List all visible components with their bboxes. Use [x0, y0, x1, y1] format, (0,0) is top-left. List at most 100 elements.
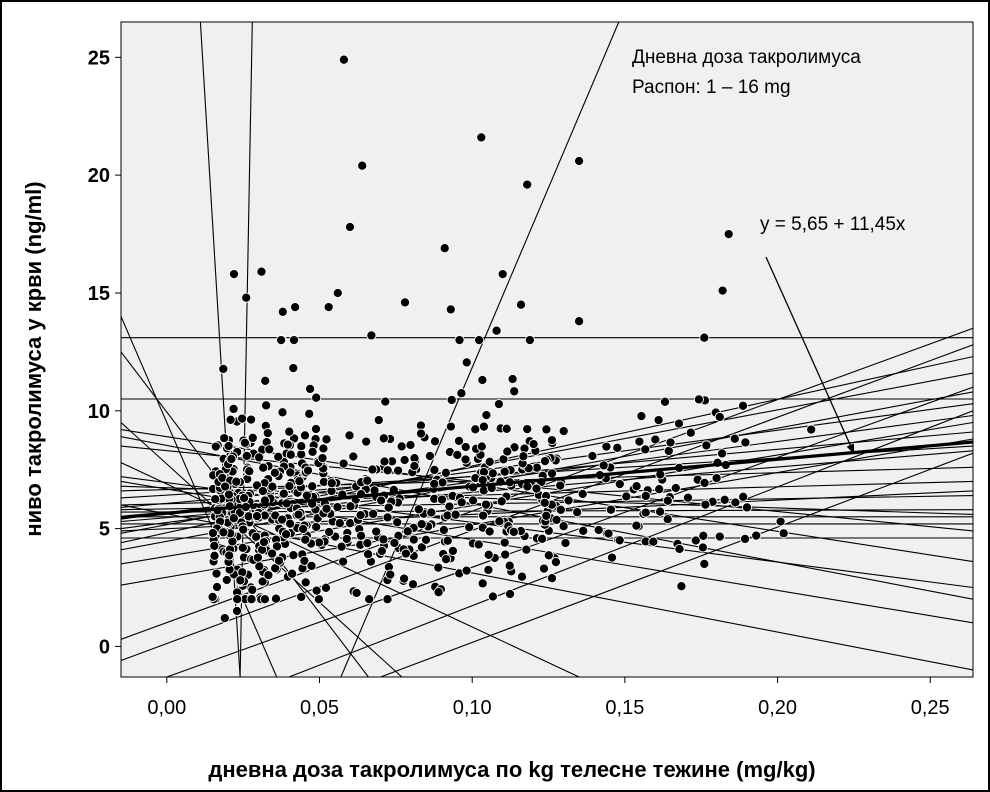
data-point-512: [729, 433, 740, 444]
data-point-635: [258, 537, 270, 548]
data-point-599: [484, 456, 495, 467]
data-point-213: [285, 449, 296, 460]
data-point-489: [402, 526, 413, 537]
data-point-673: [543, 550, 554, 561]
data-point-500: [501, 423, 512, 434]
data-point-665: [251, 511, 263, 522]
data-point-674: [383, 502, 394, 513]
y-tick-label-1: 5: [99, 519, 110, 541]
data-point-696: [246, 594, 257, 605]
data-point-288: [464, 522, 475, 533]
data-point-291: [288, 550, 299, 561]
data-point-171: [444, 501, 455, 512]
data-point-701: [476, 132, 487, 143]
data-point-214: [304, 408, 315, 419]
data-point-297: [219, 433, 230, 444]
data-point-544: [407, 579, 419, 590]
data-point-438: [654, 484, 665, 495]
data-point-287: [382, 512, 393, 523]
data-point-359: [311, 585, 322, 596]
data-point-279: [392, 517, 403, 528]
data-point-558: [239, 492, 250, 504]
data-point-492: [223, 489, 234, 500]
data-point-25: [606, 552, 618, 563]
data-point-321: [228, 403, 239, 414]
data-point-372: [603, 528, 614, 539]
data-point-667: [207, 528, 218, 539]
data-point-654: [499, 466, 510, 477]
data-point-571: [550, 557, 561, 568]
data-point-684: [298, 523, 309, 535]
data-point-495: [483, 549, 494, 560]
data-point-11: [676, 581, 687, 592]
data-point-18: [740, 437, 751, 448]
x-axis-ticks: 0,00 0,05 0,10 0,15 0,20 0,25: [147, 677, 950, 719]
data-point-275: [371, 526, 382, 537]
data-point-728: [296, 591, 307, 602]
data-point-626: [267, 548, 278, 559]
data-point-504: [311, 521, 322, 533]
data-point-431: [301, 490, 312, 501]
data-point-369: [334, 518, 345, 529]
data-point-324: [442, 535, 453, 546]
data-point-230: [716, 448, 728, 459]
data-point-216: [299, 430, 311, 441]
annotation-range: Распон: 1 – 16 mg: [632, 77, 791, 98]
data-point-556: [522, 481, 533, 492]
data-point-694: [235, 575, 246, 586]
data-point-621: [282, 439, 293, 450]
data-point-560: [601, 441, 612, 452]
data-point-617: [273, 555, 285, 566]
data-point-472: [537, 533, 548, 544]
data-point-632: [484, 526, 495, 537]
data-point-719: [277, 306, 288, 317]
x-tick-label-3: 0,15: [605, 697, 644, 719]
data-point-687: [447, 545, 458, 556]
data-point-127: [473, 539, 484, 550]
data-point-49: [653, 415, 664, 426]
regression-line-32: [288, 410, 973, 677]
data-point-394: [368, 508, 379, 519]
data-point-443: [294, 476, 305, 487]
data-point-708: [228, 269, 240, 280]
data-point-374: [701, 440, 712, 451]
x-tick-label-2: 0,10: [453, 697, 492, 719]
data-point-552: [433, 562, 444, 573]
data-point-268: [509, 386, 520, 397]
data-point-585: [345, 501, 356, 512]
data-point-446: [655, 506, 666, 517]
data-point-606: [429, 478, 440, 489]
data-point-175: [711, 473, 722, 484]
data-point-707: [439, 243, 450, 254]
data-point-205: [305, 383, 316, 394]
data-point-655: [321, 503, 332, 514]
regression-line-15: [121, 462, 580, 677]
data-point-627: [558, 521, 569, 532]
data-point-720: [574, 316, 585, 327]
data-point-587: [317, 453, 328, 464]
data-point-257: [393, 465, 404, 476]
y-tick-label-3: 15: [88, 283, 110, 305]
data-point-144: [262, 428, 273, 439]
data-point-449: [221, 574, 232, 586]
data-point-262: [663, 445, 674, 456]
data-point-551: [228, 513, 239, 524]
data-point-559: [326, 478, 337, 489]
data-point-622: [287, 568, 298, 579]
data-point-471: [460, 454, 471, 465]
data-point-450: [719, 494, 730, 505]
data-point-704: [522, 179, 533, 190]
data-point-26: [487, 591, 498, 602]
annotation-equation: y = 5,65 + 11,45x: [760, 214, 906, 235]
data-point-317: [445, 421, 456, 432]
data-point-630: [546, 468, 558, 479]
data-point-409: [499, 537, 510, 548]
data-point-691: [389, 537, 400, 548]
data-point-387: [225, 414, 236, 425]
data-point-105: [373, 415, 384, 426]
data-point-698: [631, 520, 642, 531]
data-point-110: [659, 396, 671, 407]
data-point-525: [252, 552, 263, 563]
data-point-554: [376, 495, 387, 506]
